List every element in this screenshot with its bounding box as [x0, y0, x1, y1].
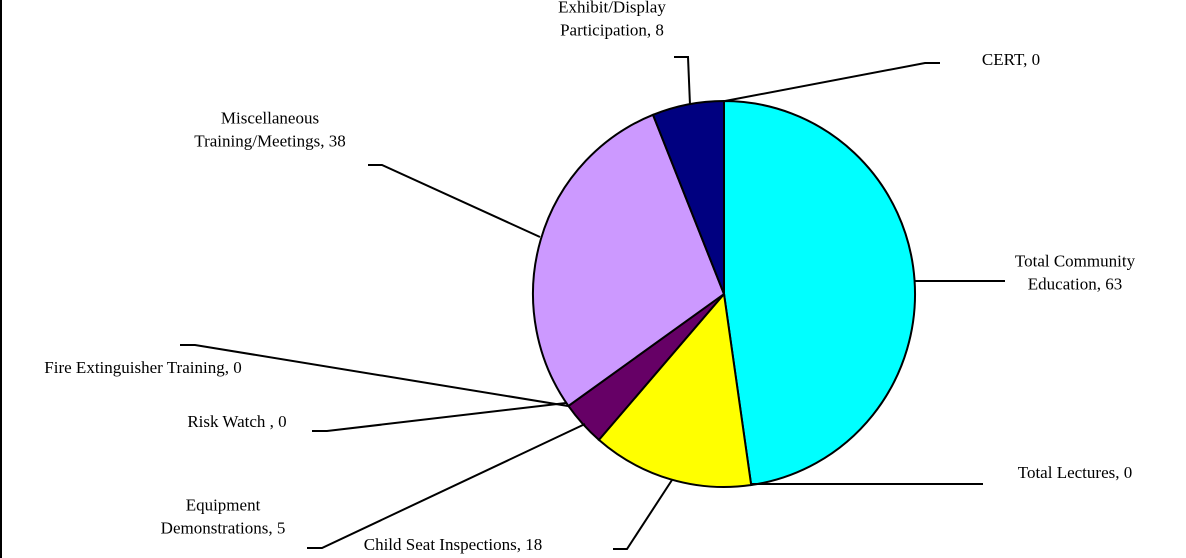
leader-line-cert	[724, 62, 940, 102]
data-label-exhibit-display-participation: Exhibit/Display Participation, 8	[558, 0, 666, 40]
leader-line-miscellaneous-training-meetings	[368, 164, 541, 238]
data-labels: Total Community Education, 63 Total Lectur…	[44, 0, 1135, 554]
pie-slice-total-community-education	[723, 99, 917, 487]
data-label-miscellaneous-training-meetings: Miscellaneous Training/Meetings, 38	[194, 109, 345, 151]
data-label-equipment-demonstrations: Equipment Demonstrations, 5	[161, 496, 286, 538]
pie-slices	[532, 99, 917, 488]
leader-line-equipment-demonstrations	[307, 423, 586, 549]
pie-slice-miscellaneous-training-meetings	[532, 113, 726, 408]
data-label-total-lectures: Total Lectures, 0	[1018, 463, 1132, 482]
chart-frame-left-border	[0, 0, 2, 558]
leader-line-child-seat-inspections	[613, 479, 673, 550]
data-label-cert: CERT, 0	[982, 50, 1040, 69]
leader-line-exhibit-display-participation	[674, 56, 691, 106]
leader-lines	[180, 56, 1005, 550]
data-label-risk-watch: Risk Watch , 0	[187, 412, 286, 431]
leader-line-risk-watch	[312, 402, 567, 432]
data-label-fire-extinguisher-training: Fire Extinguisher Training, 0	[44, 358, 241, 377]
pie-slice-exhibit-display-participation	[651, 99, 725, 295]
data-label-child-seat-inspections: Child Seat Inspections, 18	[364, 535, 542, 554]
pie-slice-child-seat-inspections	[597, 291, 753, 488]
leader-line-fire-extinguisher-training	[180, 344, 569, 407]
data-label-total-community-education: Total Community Education, 63	[1015, 252, 1136, 294]
